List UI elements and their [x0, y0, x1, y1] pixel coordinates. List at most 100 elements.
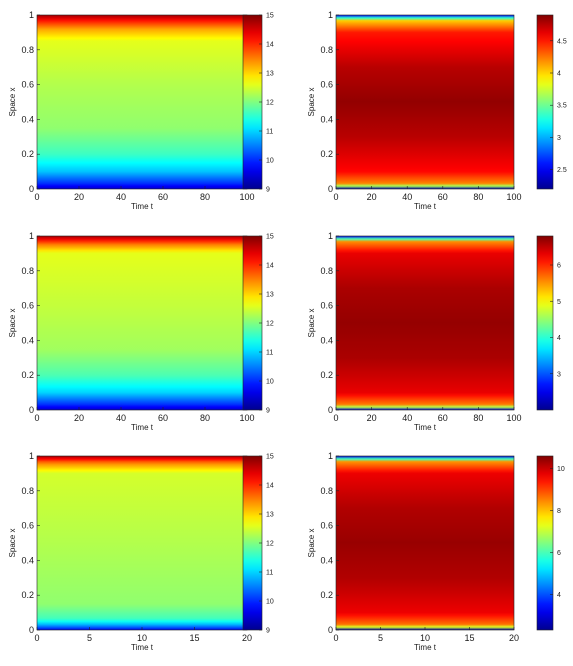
y-tick-label: 0: [328, 184, 333, 194]
y-tick-label: 0.8: [320, 266, 333, 276]
colorbar-tick-label: 9: [266, 187, 270, 194]
y-tick-label: 1: [328, 10, 333, 20]
x-tick-label: 80: [200, 192, 210, 202]
x-tick-label: 100: [506, 413, 521, 423]
x-axis-label: Time t: [131, 423, 154, 432]
y-tick-label: 0.8: [21, 486, 34, 496]
y-axis-label: Space x: [8, 88, 17, 117]
colorbar-tick-label: 5: [557, 299, 561, 306]
x-tick-label: 80: [473, 192, 483, 202]
heatmap-panel-3: 0 20 40 60 80 100 0 0.2 0.4 0.6 0.8 1 Time t Space x 9…: [8, 231, 274, 432]
y-tick-label: 0.6: [21, 80, 34, 90]
x-tick-label: 0: [333, 413, 338, 423]
y-tick-label: 0.6: [320, 521, 333, 531]
colorbar-tick-label: 10: [266, 379, 274, 386]
y-axis-label: Space x: [307, 529, 316, 558]
colorbar-tick-label: 15: [266, 13, 274, 20]
x-tick-label: 0: [34, 633, 39, 643]
heatmap-field: [336, 15, 514, 189]
colorbar: [536, 14, 554, 190]
x-tick-label: 20: [367, 413, 377, 423]
y-tick-label: 0: [328, 625, 333, 635]
y-tick-label: 0: [29, 405, 34, 415]
x-tick-label: 0: [34, 192, 39, 202]
colorbar-tick-label: 13: [266, 292, 274, 299]
y-tick-label: 0: [29, 184, 34, 194]
colorbar-tick-label: 3: [557, 135, 561, 142]
colorbar-tick-label: 12: [266, 321, 274, 328]
heatmap-panel-4: 0 20 40 60 80 100 0 0.2 0.4 0.6 0.8 1 Time t Space x 3…: [307, 231, 561, 432]
x-tick-label: 0: [333, 192, 338, 202]
colorbar-tick-label: 15: [266, 234, 274, 241]
y-tick-label: 0.6: [320, 301, 333, 311]
heatmap-field: [336, 456, 514, 630]
colorbar-tick-label: 14: [266, 483, 274, 490]
colorbar: [536, 235, 554, 411]
y-tick-label: 0.4: [21, 335, 34, 345]
x-tick-label: 80: [473, 413, 483, 423]
colorbar-tick-label: 4: [557, 335, 561, 342]
y-tick-label: 0.8: [320, 486, 333, 496]
x-tick-label: 10: [137, 633, 147, 643]
x-tick-label: 60: [158, 192, 168, 202]
x-axis-label: Time t: [414, 643, 437, 652]
x-tick-label: 20: [74, 192, 84, 202]
colorbar-tick-label: 15: [266, 454, 274, 461]
colorbar: [536, 455, 554, 631]
y-tick-label: 0.6: [21, 301, 34, 311]
heatmap-field: [37, 456, 247, 630]
x-tick-label: 40: [402, 192, 412, 202]
x-tick-label: 80: [200, 413, 210, 423]
heatmap-panel-2: 0 20 40 60 80 100 0 0.2 0.4 0.6 0.8 1 Time t Space x 2…: [307, 10, 567, 211]
x-tick-label: 60: [438, 413, 448, 423]
x-tick-label: 20: [74, 413, 84, 423]
x-axis-label: Time t: [131, 643, 154, 652]
x-tick-label: 15: [189, 633, 199, 643]
x-tick-label: 20: [242, 633, 252, 643]
heatmap-field: [37, 15, 247, 189]
x-axis-label: Time t: [414, 423, 437, 432]
colorbar-tick-label: 4.5: [557, 38, 567, 45]
x-tick-label: 100: [239, 413, 254, 423]
y-axis-label: Space x: [307, 309, 316, 338]
y-tick-label: 0.6: [320, 80, 333, 90]
colorbar-tick-label: 14: [266, 42, 274, 49]
colorbar-tick-label: 12: [266, 541, 274, 548]
colorbar-tick-label: 3: [557, 371, 561, 378]
x-tick-label: 40: [116, 413, 126, 423]
colorbar-tick-label: 10: [266, 599, 274, 606]
x-tick-label: 40: [116, 192, 126, 202]
y-tick-label: 0.2: [320, 590, 333, 600]
plot-frame: [335, 235, 515, 411]
y-tick-label: 0.6: [21, 521, 34, 531]
y-tick-label: 0.8: [320, 45, 333, 55]
y-tick-label: 0.8: [21, 45, 34, 55]
x-tick-label: 0: [333, 633, 338, 643]
x-tick-label: 15: [464, 633, 474, 643]
heatmap-panel-6: 0 5 10 15 20 0 0.2 0.4 0.6 0.8 1 Time t Space x 4 6 8 10: [307, 451, 565, 652]
colorbar-tick-label: 4: [557, 71, 561, 78]
colorbar-tick-label: 11: [266, 350, 273, 357]
x-tick-label: 20: [509, 633, 519, 643]
colorbar-tick-label: 8: [557, 508, 561, 515]
x-tick-label: 60: [438, 192, 448, 202]
colorbar-tick-label: 13: [266, 512, 274, 519]
colorbar-tick-label: 10: [266, 158, 274, 165]
x-tick-label: 20: [367, 192, 377, 202]
y-tick-label: 0.2: [21, 149, 34, 159]
y-tick-label: 0.2: [21, 370, 34, 380]
colorbar-tick-label: 3.5: [557, 103, 567, 110]
colorbar-tick-label: 4: [557, 592, 561, 599]
x-tick-label: 0: [34, 413, 39, 423]
y-tick-label: 0.4: [320, 555, 333, 565]
y-tick-label: 1: [328, 231, 333, 241]
y-tick-label: 0: [29, 625, 34, 635]
colorbar-tick-label: 9: [266, 628, 270, 635]
colorbar-tick-label: 11: [266, 129, 273, 136]
heatmap-field: [37, 236, 247, 410]
y-tick-label: 1: [328, 451, 333, 461]
heatmap-panel-1: 0 20 40 60 80 100 0 0.2 0.4 0.6 0.8 1 Time t Space x 9…: [8, 10, 274, 211]
y-tick-label: 1: [29, 231, 34, 241]
heatmap-field: [336, 236, 514, 410]
